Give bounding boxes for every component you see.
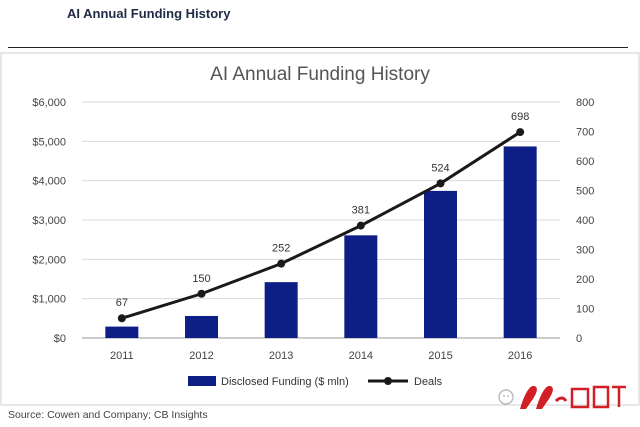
chart-title: AI Annual Funding History <box>210 64 430 85</box>
y-right-tick-label: 200 <box>576 274 594 286</box>
x-tick-label: 2013 <box>269 350 293 362</box>
chart-frame <box>0 52 640 406</box>
chart-container: AI Annual Funding History 67 150 252 381 524… <box>0 52 640 406</box>
deals-point <box>197 289 206 298</box>
deals-point <box>436 179 445 188</box>
deals-line <box>121 130 521 320</box>
funding-bar <box>185 315 218 338</box>
y-right-tick-label: 100 <box>576 304 594 316</box>
deals-point <box>277 259 286 268</box>
deals-point <box>516 128 525 137</box>
divider-line <box>8 47 628 48</box>
y-left-tick-label: $4,000 <box>32 176 66 188</box>
legend-label-deals: Deals <box>414 376 443 388</box>
y-right-tick-label: 700 <box>576 127 594 139</box>
y-right-tick-label: 400 <box>576 215 594 227</box>
deal-count-label: 698 <box>511 111 529 123</box>
gridlines <box>82 101 560 339</box>
legend: Disclosed Funding ($ mln) Deals <box>188 376 443 388</box>
legend-marker-deals <box>384 377 392 385</box>
page-title: AI Annual Funding History <box>67 6 231 21</box>
deal-count-label: 67 <box>116 297 128 309</box>
deals-point <box>356 221 365 230</box>
funding-bar <box>344 235 378 338</box>
y-left-tick-label: $0 <box>54 333 66 345</box>
data-labels: 67 150 252 381 524 698 <box>116 111 530 309</box>
funding-bar <box>424 190 457 338</box>
y-right-tick-label: 600 <box>576 156 594 168</box>
x-tick-label: 2012 <box>189 350 213 362</box>
deal-count-label: 150 <box>192 273 210 285</box>
funding-bar <box>503 146 537 338</box>
y-left-tick-label: $2,000 <box>32 254 66 266</box>
funding-bar <box>105 326 139 338</box>
y-left-tick-label: $6,000 <box>32 97 66 109</box>
y-axis-left: $0 $1,000 $2,000 $3,000 $4,000 $5,000 $6,000 <box>32 97 66 345</box>
y-axis-right: 0 100 200 300 400 500 600 700 800 <box>576 97 594 345</box>
legend-label-funding: Disclosed Funding ($ mln) <box>221 376 349 388</box>
deal-count-label: 524 <box>431 162 449 174</box>
x-tick-label: 2011 <box>110 350 134 362</box>
bar-series <box>105 146 537 338</box>
deal-count-label: 381 <box>352 205 370 217</box>
y-left-tick-label: $1,000 <box>32 294 66 306</box>
y-right-tick-label: 0 <box>576 333 582 345</box>
y-left-tick-label: $5,000 <box>32 136 66 148</box>
y-right-tick-label: 300 <box>576 245 594 257</box>
legend-swatch-funding <box>188 376 216 386</box>
x-tick-label: 2016 <box>508 350 532 362</box>
x-axis: 2011 2012 2013 2014 2015 2016 <box>110 350 532 362</box>
x-tick-label: 2015 <box>428 350 452 362</box>
watermark-logo <box>498 385 626 409</box>
y-left-tick-label: $3,000 <box>32 215 66 227</box>
deals-point <box>117 314 126 323</box>
y-right-tick-label: 500 <box>576 186 594 198</box>
y-right-tick-label: 800 <box>576 97 594 109</box>
deal-count-label: 252 <box>272 243 290 255</box>
chart-svg: AI Annual Funding History 67 150 252 381 524… <box>0 52 640 406</box>
source-note: Source: Cowen and Company; CB Insights <box>8 409 208 421</box>
line-series <box>117 128 525 323</box>
funding-bar <box>264 282 298 338</box>
x-tick-label: 2014 <box>349 350 373 362</box>
